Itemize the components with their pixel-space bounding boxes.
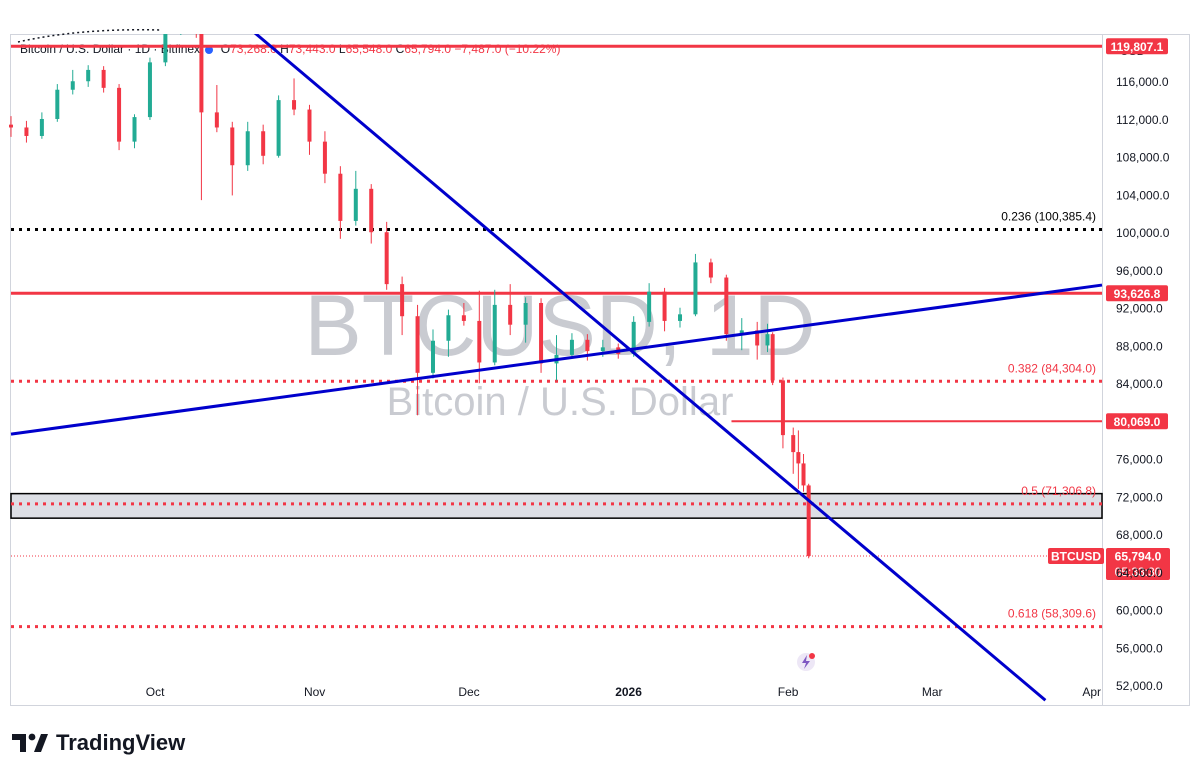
footer-brand-name: TradingView (56, 730, 186, 755)
high-label: H (280, 42, 289, 56)
tradingview-logo-icon (12, 733, 48, 752)
price-axis[interactable] (1103, 34, 1190, 706)
change-value: −7,487.0 (−10.22%) (454, 42, 561, 56)
open-value: 73,268.0 (230, 42, 277, 56)
low-label: L (338, 42, 346, 56)
close-label: C (395, 42, 405, 56)
symbol-description[interactable]: Bitcoin / U.S. Dollar · 1D · Bitfinex (20, 42, 201, 56)
footer-brand: TradingView (12, 730, 185, 756)
currency-label[interactable]: USD (1120, 44, 1146, 58)
close-value: 65,794.0 (404, 42, 452, 56)
chart-pane[interactable] (10, 34, 1103, 706)
ohlc-legend: Bitcoin / U.S. Dollar · 1D · Bitfinex O7… (20, 42, 560, 56)
low-value: 65,548.0 (345, 42, 393, 56)
chart-credit: GArayaFX created with TradingView.com, F… (12, 10, 411, 25)
market-status-icon (205, 45, 214, 54)
high-value: 73,443.0 (288, 42, 336, 56)
open-label: O (220, 42, 231, 56)
